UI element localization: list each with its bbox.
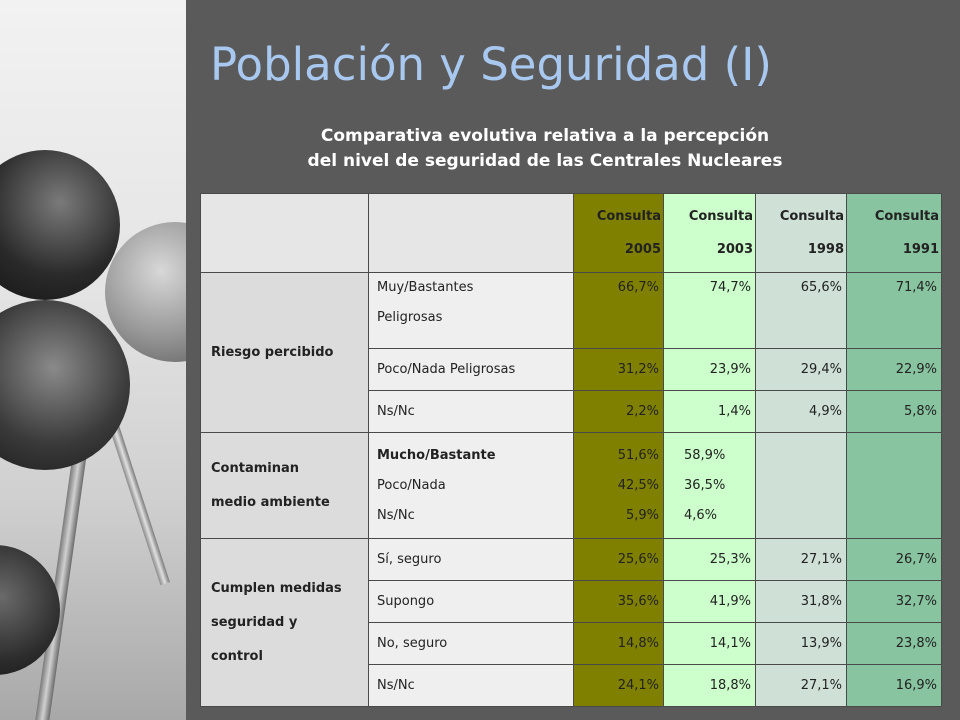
table-row: Supongo 35,6% 41,9% 31,8% 32,7%	[201, 580, 942, 623]
cell-value: 71,4%	[846, 272, 942, 349]
cell-value: 23,9%	[663, 348, 756, 391]
cell-value-stack: 51,6% 42,5% 5,9%	[573, 432, 664, 539]
header-consulta-2005: Consulta 2005	[573, 193, 664, 273]
row-label: Sí, seguro	[368, 538, 574, 581]
cell-value: 74,7%	[663, 272, 756, 349]
cell-value: 14,1%	[663, 622, 756, 665]
cell-value: 31,8%	[755, 580, 847, 623]
cell-value: 24,1%	[573, 664, 664, 707]
row-label: Ns/Nc	[368, 664, 574, 707]
header-empty-cell	[200, 193, 369, 273]
header-consulta-1991: Consulta 1991	[846, 193, 942, 273]
group-label-riesgo: Riesgo percibido	[200, 272, 369, 433]
cell-value: 22,9%	[846, 348, 942, 391]
cell-value: 32,7%	[846, 580, 942, 623]
table-row: Riesgo percibido Muy/Bastantes Peligrosas…	[200, 272, 942, 433]
header-consulta-2003: Consulta 2003	[663, 193, 756, 273]
cell-value: 25,3%	[663, 538, 756, 581]
table-row: No, seguro 14,8% 14,1% 13,9% 23,8%	[201, 622, 942, 665]
row-label: No, seguro	[368, 622, 574, 665]
table-row: Poco/Nada Peligrosas 31,2% 23,9% 29,4% 2…	[201, 348, 942, 391]
cell-value: 18,8%	[663, 664, 756, 707]
cell-value-stack: 58,9% 36,5% 4,6%	[663, 432, 756, 539]
cell-value: 1,4%	[663, 390, 756, 433]
cell-value: 5,8%	[846, 390, 942, 433]
cell-value: 65,6%	[755, 272, 847, 349]
row-label: Supongo	[368, 580, 574, 623]
photo-ball	[0, 150, 120, 300]
cell-value: 25,6%	[573, 538, 664, 581]
cell-value: 66,7%	[573, 272, 664, 349]
cell-value: 14,8%	[573, 622, 664, 665]
cell-value: 27,1%	[755, 538, 847, 581]
row-label: Muy/Bastantes Peligrosas	[368, 272, 574, 349]
cell-value: 23,8%	[846, 622, 942, 665]
table-row: Cumplen medidas seguridad y control Sí, …	[200, 538, 942, 707]
empty-cell	[755, 432, 847, 539]
header-consulta-1998: Consulta 1998	[755, 193, 847, 273]
header-empty-cell	[368, 193, 574, 273]
cell-value: 16,9%	[846, 664, 942, 707]
cell-value: 35,6%	[573, 580, 664, 623]
decorative-photo-molecule-balls	[0, 0, 186, 720]
slide-subtitle: Comparativa evolutiva relativa a la perc…	[290, 124, 800, 174]
table-row: Ns/Nc 24,1% 18,8% 27,1% 16,9%	[201, 664, 942, 707]
group-label-contaminan: Contaminan medio ambiente	[200, 432, 369, 539]
subtitle-line: del nivel de seguridad de las Centrales …	[307, 151, 783, 171]
photo-ball	[0, 300, 130, 470]
cell-value: 26,7%	[846, 538, 942, 581]
group-label-cumplen: Cumplen medidas seguridad y control	[200, 538, 369, 707]
table-row: Contaminan medio ambiente Mucho/Bastante …	[200, 432, 942, 539]
row-label-stack: Mucho/Bastante Poco/Nada Ns/Nc	[368, 432, 574, 539]
cell-value: 13,9%	[755, 622, 847, 665]
cell-value: 4,9%	[755, 390, 847, 433]
row-label: Poco/Nada Peligrosas	[368, 348, 574, 391]
cell-value: 2,2%	[573, 390, 664, 433]
cell-value: 27,1%	[755, 664, 847, 707]
cell-value: 29,4%	[755, 348, 847, 391]
survey-comparison-table: Consulta 2005 Consulta 2003 Consulta 1998 C…	[200, 193, 942, 707]
empty-cell	[846, 432, 942, 539]
subtitle-line: Comparativa evolutiva relativa a la perc…	[320, 126, 770, 146]
table-header-row: Consulta 2005 Consulta 2003 Consulta 1998 C…	[200, 193, 942, 273]
slide-title: Población y Seguridad (I)	[210, 38, 772, 91]
cell-value: 31,2%	[573, 348, 664, 391]
cell-value: 41,9%	[663, 580, 756, 623]
table-row: Ns/Nc 2,2% 1,4% 4,9% 5,8%	[201, 390, 942, 433]
row-label: Ns/Nc	[368, 390, 574, 433]
